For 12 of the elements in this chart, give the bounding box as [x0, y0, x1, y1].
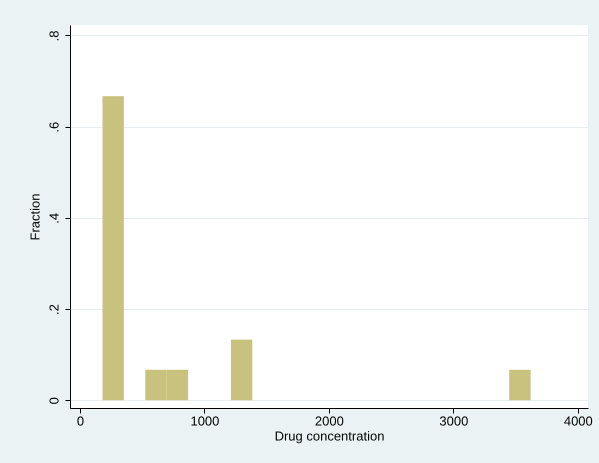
y-tick-label: .6	[46, 122, 62, 133]
x-tick-label: 4000	[564, 414, 593, 428]
y-axis-title: Fraction	[28, 194, 42, 240]
y-tick-label: .8	[46, 30, 62, 42]
x-tick-label: 0	[76, 414, 84, 428]
x-tick-label: 2000	[314, 414, 344, 428]
y-tick-label: .2	[46, 304, 62, 315]
x-axis-title: Drug concentration	[274, 428, 384, 444]
y-tick-label: .4	[46, 212, 62, 224]
x-tick-label: 1000	[190, 414, 220, 428]
y-tick-label: 0	[46, 397, 62, 404]
x-tick-label: 3000	[439, 414, 468, 428]
